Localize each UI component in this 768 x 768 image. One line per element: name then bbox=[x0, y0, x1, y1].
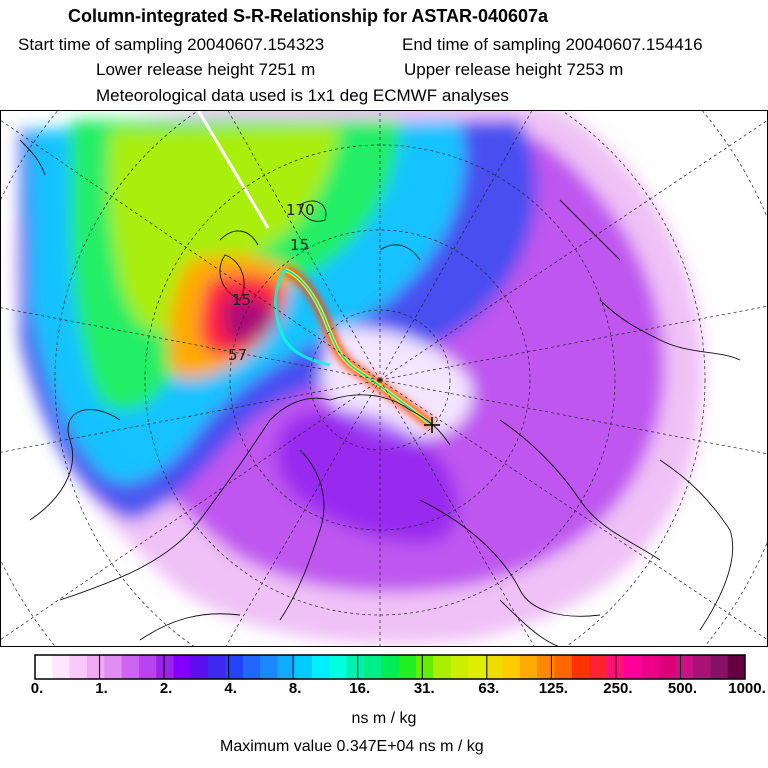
colorbar-tick-label: 500. bbox=[667, 680, 698, 697]
colorbar-swatch bbox=[727, 655, 746, 679]
end-time-label: End time of sampling 20040607.154416 bbox=[402, 35, 703, 54]
colorbar-swatch bbox=[312, 655, 330, 679]
colorbar-frame bbox=[34, 654, 746, 680]
colorbar-tick-label: 125. bbox=[538, 680, 568, 697]
colorbar-swatch bbox=[589, 655, 607, 679]
colorbar-tick-label: 1000. bbox=[728, 680, 766, 697]
met-data-label: Meteorological data used is 1x1 deg ECMW… bbox=[96, 86, 509, 105]
missing-data-streak bbox=[196, 110, 270, 229]
colorbar-swatch bbox=[623, 655, 642, 679]
colorbar-swatch bbox=[554, 655, 573, 679]
colorbar-swatch bbox=[329, 655, 348, 679]
colorbar-swatch bbox=[485, 655, 504, 679]
colorbar-swatch bbox=[69, 655, 88, 679]
colorbar-tick-label: 2. bbox=[159, 680, 173, 697]
colorbar-tick-label: 8. bbox=[288, 680, 302, 697]
plot-title: Column-integrated S-R-Relationship for A… bbox=[68, 6, 549, 26]
colorbar-swatch bbox=[641, 655, 659, 679]
colorbar-swatch bbox=[537, 655, 556, 679]
colorbar-tick-label: 31. bbox=[413, 680, 435, 697]
receptor-marker bbox=[424, 417, 440, 433]
colorbar-swatch bbox=[398, 655, 417, 679]
contour-label: 15 bbox=[290, 236, 309, 254]
colorbar-swatch bbox=[242, 655, 261, 679]
colorbar-tick-label: 0. bbox=[30, 680, 44, 697]
contour-label: 57 bbox=[228, 346, 247, 364]
sensitivity-field bbox=[16, 110, 704, 644]
colorbar-swatch bbox=[52, 655, 71, 679]
colorbar-swatch bbox=[658, 655, 677, 679]
colorbar-swatch bbox=[675, 655, 694, 679]
colorbar-swatch bbox=[138, 655, 157, 679]
contour-label: 170 bbox=[286, 201, 315, 219]
colorbar-swatch bbox=[467, 655, 486, 679]
start-time-label: Start time of sampling 20040607.154323 bbox=[18, 35, 325, 54]
coastlines bbox=[19, 139, 741, 647]
colorbar-swatch bbox=[571, 655, 590, 679]
colorbar-swatch bbox=[693, 655, 711, 679]
graticule bbox=[0, 110, 768, 647]
colorbar-swatch bbox=[710, 655, 729, 679]
colorbar-swatch bbox=[121, 655, 140, 679]
polar-stereographic-map: 170 15 15 57 bbox=[0, 110, 768, 647]
colorbar-swatch bbox=[260, 655, 278, 679]
colorbar-swatch bbox=[190, 655, 209, 679]
upper-height-label: Upper release height 7253 m bbox=[404, 60, 624, 79]
colorbar-swatch bbox=[294, 655, 313, 679]
colorbar-tick-label: 4. bbox=[224, 680, 237, 697]
colorbar-tick-label: 1. bbox=[95, 680, 108, 697]
colorbar-swatch bbox=[225, 655, 244, 679]
maximum-value-label: Maximum value 0.347E+04 ns m / kg bbox=[220, 738, 484, 755]
colorbar-swatch bbox=[502, 655, 521, 679]
colorbar-swatch bbox=[35, 655, 53, 679]
lower-height-label: Lower release height 7251 m bbox=[96, 60, 316, 79]
colorbar-swatch bbox=[450, 655, 469, 679]
colorbar-swatch bbox=[346, 655, 365, 679]
colorbar-swatch bbox=[156, 655, 175, 679]
colorbar-units: ns m / kg bbox=[351, 710, 417, 727]
colorbar-swatch bbox=[277, 655, 296, 679]
colorbar-swatch bbox=[433, 655, 452, 679]
colorbar-swatch bbox=[415, 655, 434, 679]
colorbar-swatch bbox=[364, 655, 382, 679]
colorbar-swatch bbox=[606, 655, 625, 679]
colorbar-tick-label: 16. bbox=[349, 680, 371, 697]
colorbar-tick-marks bbox=[99, 655, 681, 679]
colorbar-swatch bbox=[104, 655, 123, 679]
colorbar-swatch bbox=[519, 655, 538, 679]
colorbar-swatch bbox=[381, 655, 400, 679]
colorbar-tick-label: 250. bbox=[603, 680, 633, 697]
colorbar bbox=[34, 654, 746, 680]
colorbar-tick-label: 63. bbox=[478, 680, 500, 697]
colorbar-swatch bbox=[86, 655, 105, 679]
colorbar-swatches bbox=[35, 655, 746, 679]
contour-label: 15 bbox=[232, 291, 251, 309]
colorbar-swatch bbox=[173, 655, 192, 679]
colorbar-swatch bbox=[208, 655, 226, 679]
